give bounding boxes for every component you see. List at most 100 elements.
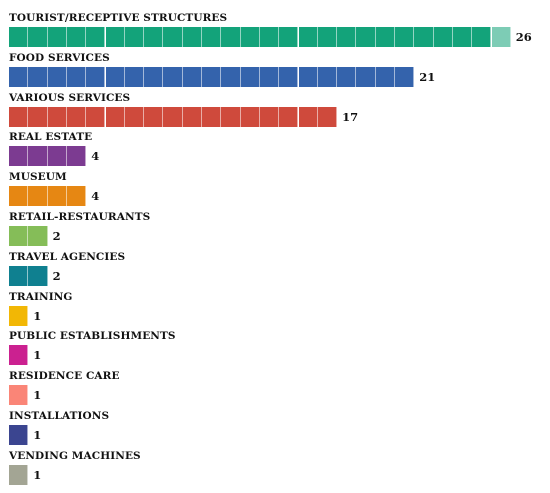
bar (9, 425, 29, 445)
bar-unit-cell (298, 106, 318, 127)
bar-unit-cell (47, 66, 67, 87)
bar-unit-cell (28, 66, 48, 87)
value-label: 17 (342, 109, 359, 124)
bar-unit-cell (9, 464, 29, 485)
bar-unit-cell (202, 27, 222, 47)
bar-unit-cell (9, 106, 29, 127)
bar-unit-cell (124, 27, 145, 47)
bar-unit-cell (86, 106, 106, 127)
bar-unit-cell (433, 27, 453, 47)
bar (9, 66, 415, 87)
bar-unit-cell (356, 66, 376, 87)
value-label: 1 (33, 467, 42, 482)
value-label: 26 (515, 30, 532, 44)
bar-unit-cell (279, 27, 299, 47)
category-label: TRAINING (9, 290, 73, 303)
bar-unit-cell (124, 106, 145, 127)
bar-unit-cell (240, 106, 260, 127)
category-label: MUSEUM (9, 171, 67, 184)
bar-unit-cell (240, 66, 260, 87)
value-label: 1 (33, 428, 42, 442)
bar-unit-cell (395, 27, 415, 47)
bar (9, 27, 511, 47)
bar-unit-cell (66, 27, 87, 47)
bar-unit-cell (317, 27, 338, 47)
bar-unit-cell (28, 106, 48, 127)
bar-unit-cell (9, 425, 29, 445)
bar-unit-cell (182, 27, 202, 47)
bar-row: INSTALLATIONS 1 (0, 410, 550, 450)
bar-unit-cell (28, 226, 48, 246)
bar-unit-cell (47, 146, 67, 167)
bar-unit-cell (105, 66, 125, 87)
value-label: 1 (33, 388, 42, 403)
bar-unit-cell (414, 27, 434, 47)
value-label: 1 (33, 348, 42, 363)
bar-row: TOURIST/RECEPTIVE STRUCTURES 26 (0, 12, 550, 52)
bar-unit-cell (452, 27, 473, 47)
bar (9, 385, 29, 406)
bar-unit-cell (124, 66, 145, 87)
bar-unit-cell (66, 186, 87, 207)
bar (9, 146, 87, 167)
bar (9, 305, 29, 326)
bar-unit-cell (28, 265, 48, 286)
bar-row: VENDING MACHINES 1 (0, 450, 550, 490)
bar-unit-cell (240, 27, 260, 47)
category-label: FOOD SERVICES (9, 51, 110, 64)
bar-unit-cell (182, 106, 202, 127)
bar (9, 106, 338, 127)
bar-unit-cell (221, 27, 241, 47)
bar-unit-cell (66, 106, 87, 127)
bar-unit-cell (9, 186, 29, 207)
bar-unit-cell (47, 106, 67, 127)
bar-unit-cell (182, 66, 202, 87)
bar-unit-cell (317, 66, 338, 87)
bar-unit-cell (356, 27, 376, 47)
bar-unit-cell (47, 27, 67, 47)
bar-unit-cell (259, 106, 280, 127)
bar-unit-cell (202, 106, 222, 127)
bar-unit-cell (9, 27, 29, 47)
bar-unit-cell (163, 66, 183, 87)
bar-unit-cell (472, 27, 492, 47)
category-label: INSTALLATIONS (9, 410, 110, 422)
bar-unit-cell (9, 146, 29, 167)
category-label: PUBLIC ESTABLISHMENTS (9, 330, 176, 343)
bar-unit-cell (86, 27, 106, 47)
bar (9, 345, 29, 366)
bar-unit-cell (144, 106, 164, 127)
category-label: REAL ESTATE (9, 131, 93, 144)
bar-row: FOOD SERVICES 21 (0, 52, 550, 92)
bar-unit-cell (9, 305, 29, 326)
bar (9, 265, 48, 286)
bar-unit-cell (221, 106, 241, 127)
bar-unit-cell (163, 106, 183, 127)
bar-row: VARIOUS SERVICES 17 (0, 92, 550, 132)
bar-unit-cell (9, 345, 29, 366)
bar-unit-cell (28, 186, 48, 207)
bar-unit-cell (259, 66, 280, 87)
bar-row: RETAIL-RESTAURANTS 2 (0, 211, 550, 251)
bar-unit-cell (279, 106, 299, 127)
bar-unit-cell (47, 186, 67, 207)
category-label: VARIOUS SERVICES (9, 91, 131, 104)
bar-unit-cell (105, 106, 125, 127)
bar-unit-cell (375, 27, 395, 47)
bar-unit-cell (202, 66, 222, 87)
value-label: 2 (52, 268, 61, 283)
bar-row: RESIDENCE CARE 1 (0, 370, 550, 410)
value-label: 21 (419, 69, 436, 84)
bar (9, 464, 29, 485)
bar-unit-cell (337, 27, 357, 47)
bar-unit-cell (9, 265, 29, 286)
bar-unit-cell (9, 66, 29, 87)
bar-row: TRAINING 1 (0, 291, 550, 331)
bar-unit-cell (9, 226, 29, 246)
category-label: RESIDENCE CARE (9, 370, 120, 383)
bar-unit-cell (66, 146, 87, 167)
bar-row: TRAVEL AGENCIES 2 (0, 251, 550, 291)
bar-unit-cell (86, 66, 106, 87)
bar-unit-cell (491, 27, 511, 47)
